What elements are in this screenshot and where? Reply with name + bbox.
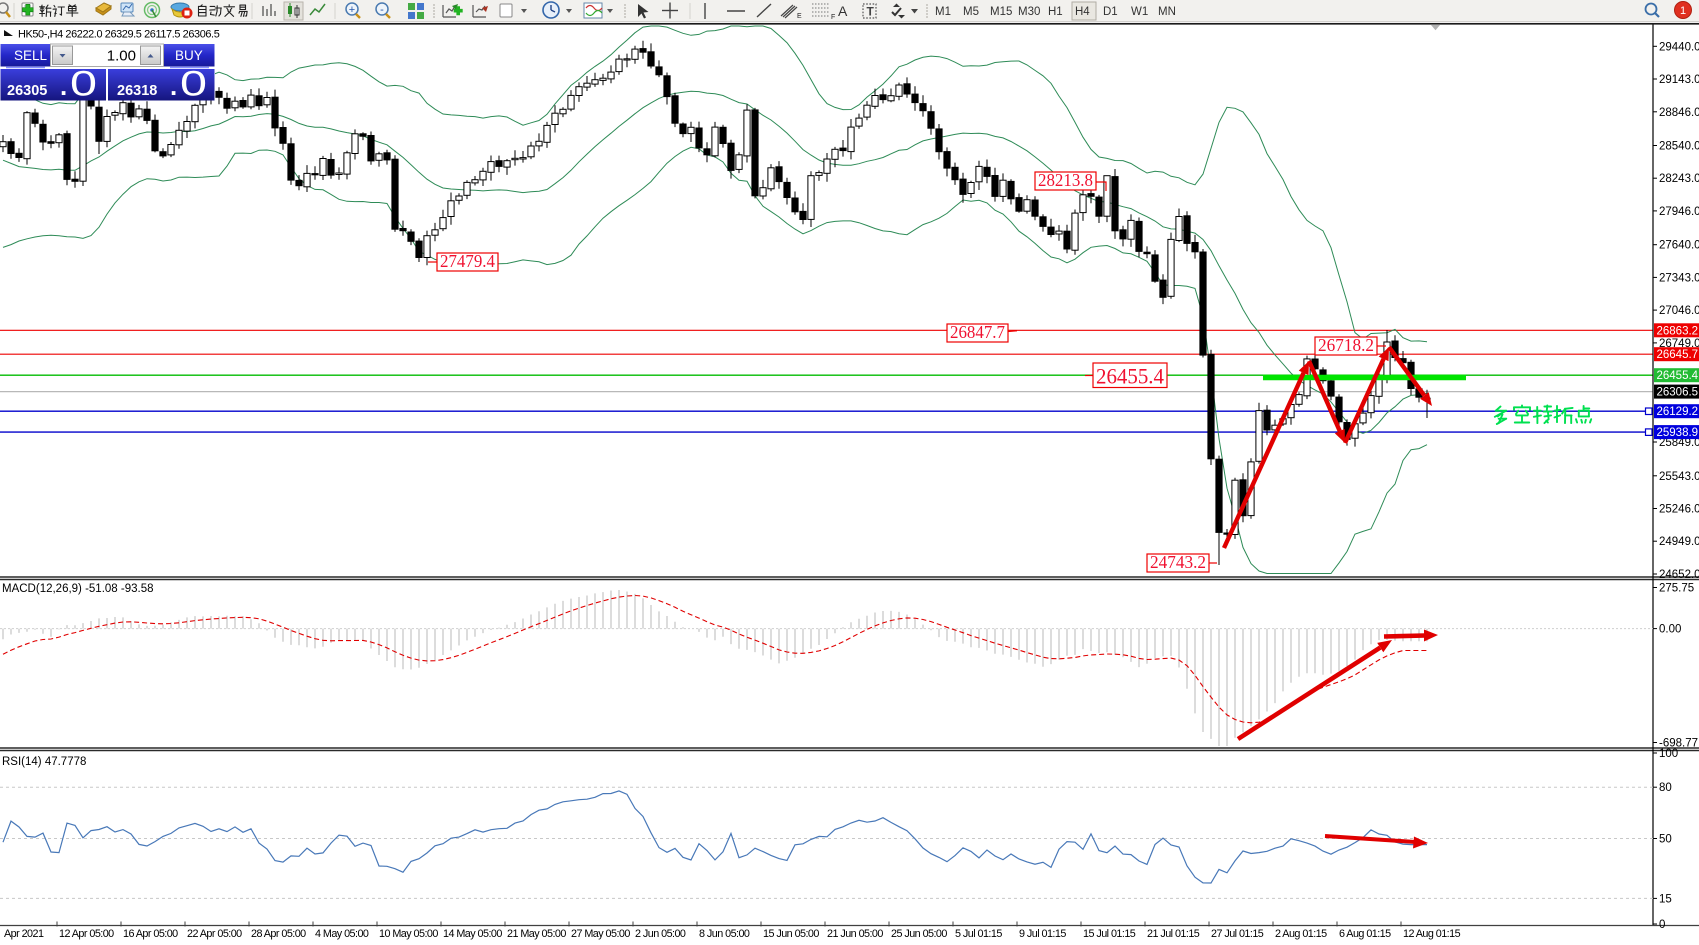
svg-text:27946.0: 27946.0 [1659,206,1699,218]
svg-text:21 May 05:00: 21 May 05:00 [507,928,566,940]
svg-text:28213.8: 28213.8 [1038,170,1093,190]
svg-text:4 May 05:00: 4 May 05:00 [315,928,369,940]
svg-text:26129.2: 26129.2 [1657,406,1699,418]
svg-text:26306.5: 26306.5 [1657,387,1699,399]
svg-text:26455.4: 26455.4 [1096,364,1164,389]
svg-text:26305: 26305 [7,83,47,99]
svg-text:15 Jun 05:00: 15 Jun 05:00 [763,928,819,940]
svg-text:0.00: 0.00 [1659,624,1681,636]
svg-text:27 Jul 01:15: 27 Jul 01:15 [1211,928,1264,940]
svg-text:14 May 05:00: 14 May 05:00 [443,928,502,940]
svg-text:29143.0: 29143.0 [1659,74,1699,86]
svg-text:21 Jun 05:00: 21 Jun 05:00 [827,928,883,940]
svg-text:0: 0 [180,65,207,104]
svg-text:27 May 05:00: 27 May 05:00 [571,928,630,940]
svg-text:100: 100 [1659,748,1678,760]
svg-text:1: 1 [1680,5,1686,17]
svg-text:26847.7: 26847.7 [950,322,1005,342]
svg-text:SELL: SELL [14,48,48,63]
svg-text:24743.2: 24743.2 [1150,552,1206,572]
svg-text:28 Apr 05:00: 28 Apr 05:00 [251,928,306,940]
svg-text:80: 80 [1659,782,1672,794]
svg-text:25543.0: 25543.0 [1659,471,1699,483]
svg-text:22 Apr 05:00: 22 Apr 05:00 [187,928,242,940]
svg-text:W1: W1 [1131,6,1148,18]
svg-text:27640.0: 27640.0 [1659,240,1699,252]
svg-text:25849.0: 25849.0 [1659,437,1699,449]
svg-text:+: + [349,4,355,16]
svg-text:26863.2: 26863.2 [1657,325,1699,337]
svg-text:275.75: 275.75 [1659,583,1694,595]
svg-text:50: 50 [1659,834,1672,846]
svg-text:26318: 26318 [117,83,157,99]
svg-text:8 Jun 05:00: 8 Jun 05:00 [699,928,750,940]
svg-text:2 Aug 01:15: 2 Aug 01:15 [1275,928,1327,940]
svg-text:M5: M5 [963,6,979,18]
svg-text:D1: D1 [1103,6,1118,18]
svg-text:H4: H4 [1075,6,1090,18]
svg-text:28846.0: 28846.0 [1659,107,1699,119]
svg-text:26455.4: 26455.4 [1657,370,1699,382]
svg-text:12 Apr 05:00: 12 Apr 05:00 [59,928,114,940]
svg-text:.: . [170,71,177,101]
svg-text:1.00: 1.00 [107,48,136,65]
svg-text:12 Aug 01:15: 12 Aug 01:15 [1403,928,1461,940]
svg-text:-698.77: -698.77 [1659,738,1698,750]
svg-text:26749.0: 26749.0 [1659,338,1699,350]
svg-text:M15: M15 [990,6,1012,18]
svg-text:9 Jul 01:15: 9 Jul 01:15 [1019,928,1066,940]
svg-text:25246.0: 25246.0 [1659,504,1699,516]
svg-text:24652.0: 24652.0 [1659,569,1699,581]
svg-text:E: E [797,13,802,20]
svg-text:29440.0: 29440.0 [1659,41,1699,53]
svg-text:15: 15 [1659,893,1672,905]
svg-text:15 Jul 01:15: 15 Jul 01:15 [1083,928,1136,940]
svg-text:10 May 05:00: 10 May 05:00 [379,928,438,940]
svg-text:T: T [867,5,875,19]
svg-text:0: 0 [70,65,97,104]
svg-text:24949.0: 24949.0 [1659,536,1699,548]
svg-text:H1: H1 [1048,6,1063,18]
svg-text:21 Jul 01:15: 21 Jul 01:15 [1147,928,1200,940]
svg-text:Apr 2021: Apr 2021 [4,928,44,940]
svg-text:-: - [380,4,384,16]
svg-text:28540.0: 28540.0 [1659,141,1699,153]
svg-text:.: . [60,71,67,101]
svg-text:5 Jul 01:15: 5 Jul 01:15 [955,928,1002,940]
svg-text:0: 0 [1659,919,1665,931]
svg-text:BUY: BUY [175,48,203,63]
svg-text:28243.0: 28243.0 [1659,173,1699,185]
svg-text:26718.2: 26718.2 [1318,335,1374,355]
svg-text:25 Jun 05:00: 25 Jun 05:00 [891,928,947,940]
svg-text:27479.4: 27479.4 [440,251,495,271]
svg-text:M30: M30 [1018,6,1040,18]
svg-text:F: F [831,14,835,21]
svg-text:M1: M1 [935,6,951,18]
svg-text:25938.9: 25938.9 [1657,427,1699,439]
svg-text:2 Jun 05:00: 2 Jun 05:00 [635,928,686,940]
svg-text:A: A [838,3,848,19]
svg-text:MACD(12,26,9) -51.08 -93.58: MACD(12,26,9) -51.08 -93.58 [2,583,154,595]
svg-text:HK50-,H4 26222.0 26329.5 2611: HK50-,H4 26222.0 26329.5 26117.5 26306.5 [18,29,220,41]
svg-text:16 Apr 05:00: 16 Apr 05:00 [123,928,178,940]
svg-text:RSI(14) 47.7778: RSI(14) 47.7778 [2,756,86,768]
svg-text:MN: MN [1158,6,1176,18]
svg-text:27343.0: 27343.0 [1659,272,1699,284]
svg-text:27046.0: 27046.0 [1659,305,1699,317]
svg-text:6 Aug 01:15: 6 Aug 01:15 [1339,928,1391,940]
svg-text:26645.7: 26645.7 [1657,349,1699,361]
